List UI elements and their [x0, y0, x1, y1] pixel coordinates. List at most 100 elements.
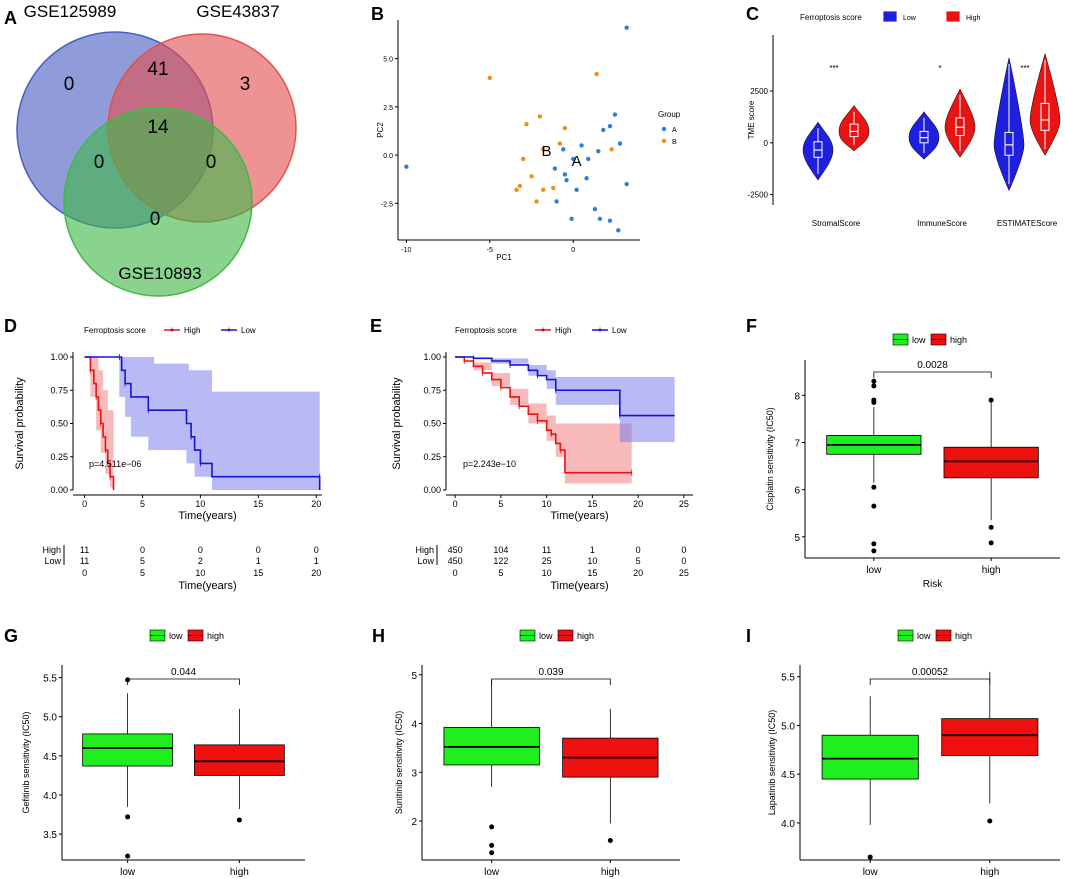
venn-region-count: 3 — [240, 74, 251, 95]
outlier-point — [871, 399, 877, 405]
risk-table-tick-label: 20 — [311, 568, 321, 578]
confidence-band — [84, 357, 114, 490]
risk-table-tick-label: 5 — [140, 568, 145, 578]
scatter-point — [584, 176, 589, 181]
venn-circle — [63, 107, 253, 297]
y-tick-label: 4.0 — [43, 791, 57, 802]
scatter-point — [541, 147, 546, 152]
y-tick-label: 4.0 — [781, 819, 795, 830]
legend-marker: + — [540, 325, 545, 335]
y-tick-label: -2.5 — [381, 201, 393, 208]
x-tick-label: 15 — [253, 499, 263, 509]
risk-table-count: 5 — [636, 556, 641, 566]
y-tick-label: 5.0 — [383, 57, 393, 64]
scatter-point — [517, 183, 523, 189]
legend-label: B — [672, 139, 677, 146]
scatter-point — [612, 112, 618, 117]
x-tick-label: -5 — [487, 247, 493, 254]
p-value-label: p=2.243e−10 — [463, 459, 516, 469]
y-tick-label: 0.50 — [50, 419, 68, 429]
x-tick-label: high — [980, 867, 999, 878]
legend-marker: + — [169, 325, 174, 335]
y-tick-label: 0.25 — [50, 452, 68, 462]
outlier-point — [871, 548, 877, 554]
legend-label: low — [539, 631, 553, 641]
risk-table-count: 0 — [681, 556, 686, 566]
legend-label: A — [672, 127, 677, 134]
risk-table-count: 1 — [590, 545, 595, 555]
risk-table-group-label: High — [42, 545, 61, 555]
risk-table-count: 1 — [314, 556, 319, 566]
legend-label: high — [950, 335, 967, 345]
x-tick-label: high — [601, 867, 620, 878]
x-tick-label: 0 — [82, 499, 87, 509]
y-axis-title: TME score — [747, 100, 756, 139]
scatter-point — [514, 187, 519, 193]
scatter-point — [561, 147, 566, 152]
x-axis-title: PC1 — [496, 253, 512, 262]
risk-table-count: 450 — [448, 545, 463, 555]
risk-table-count: 0 — [681, 545, 686, 555]
p-value-label: 0.044 — [171, 667, 196, 678]
scatter-point — [537, 114, 543, 119]
risk-table-count: 450 — [448, 556, 463, 566]
scatter-point — [579, 143, 584, 148]
risk-table-count: 11 — [542, 545, 551, 555]
scatter-point — [592, 206, 598, 212]
risk-table-count: 2 — [198, 556, 203, 566]
risk-table-count: 0 — [256, 545, 261, 555]
scatter-point — [551, 185, 556, 191]
survival-curve — [455, 356, 675, 417]
y-tick-label: 1.00 — [50, 352, 68, 362]
outlier-point — [607, 838, 613, 843]
survival-panel-e: Ferroptosis score + High + Low 0.00 0.25 0.50 0.… — [391, 325, 693, 592]
x-tick-label: 10 — [542, 499, 552, 509]
cisplatin-boxplot-panel: low high 5 6 7 8 low high Risk Cisplatin sensitiv… — [765, 333, 1060, 590]
outlier-point — [871, 378, 877, 384]
significance-mark: *** — [829, 64, 838, 73]
scatter-point — [564, 177, 569, 183]
risk-table-tick-label: 15 — [587, 568, 597, 578]
risk-table-group-label: High — [415, 545, 434, 555]
p-value-label: p=4.511e−06 — [89, 459, 141, 469]
legend-title: Ferroptosis score — [455, 326, 517, 335]
legend-label: Low — [241, 326, 256, 335]
y-tick-label: 0 — [764, 139, 769, 148]
risk-table-group-label: Low — [417, 556, 434, 566]
panel-letter-b: B — [371, 4, 384, 24]
box-iqr — [943, 446, 1039, 479]
y-tick-label: 8 — [794, 391, 800, 402]
scatter-point — [571, 156, 576, 162]
risk-table-x-title: Time(years) — [178, 580, 236, 592]
scatter-point — [404, 164, 409, 169]
y-tick-label: 0.25 — [423, 452, 441, 462]
scatter-point — [520, 156, 526, 162]
legend-label: High — [555, 326, 571, 335]
scatter-point — [562, 125, 568, 131]
y-tick-label: 5 — [411, 671, 417, 682]
survival-curve — [455, 356, 632, 474]
scatter-point — [624, 25, 629, 30]
venn-set-label: GSE43837 — [196, 2, 279, 21]
risk-table-tick-label: 0 — [453, 568, 458, 578]
venn-region-count: 0 — [64, 74, 75, 95]
x-tick-label: -10 — [401, 247, 411, 254]
y-tick-label: 4 — [411, 720, 417, 731]
scatter-point — [597, 216, 603, 221]
y-tick-label: 4.5 — [781, 770, 795, 781]
scatter-point — [586, 156, 591, 162]
risk-table-count: 122 — [493, 556, 508, 566]
risk-table-count: 11 — [80, 556, 89, 566]
outlier-point — [987, 818, 993, 824]
y-tick-label: 2 — [411, 817, 417, 828]
panel-letter-h: H — [372, 626, 385, 646]
risk-table-count: 104 — [493, 545, 508, 555]
scatter-point — [617, 141, 623, 146]
legend-marker — [661, 138, 667, 144]
y-tick-label: 7 — [794, 439, 800, 450]
venn-set-label: GSE125989 — [24, 2, 117, 21]
legend-marker: + — [597, 325, 602, 335]
panel-letter-i: I — [746, 626, 751, 646]
risk-table-tick-label: 15 — [253, 568, 263, 578]
